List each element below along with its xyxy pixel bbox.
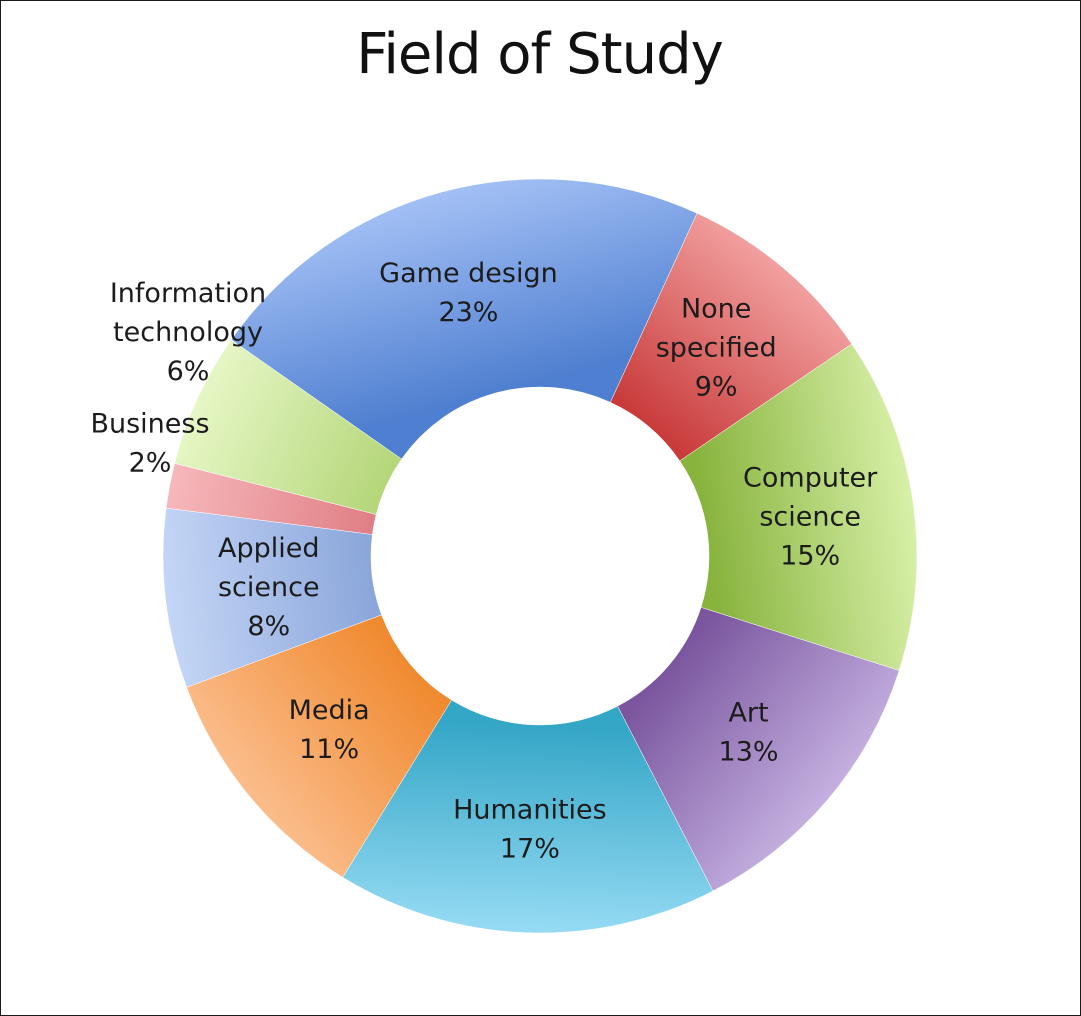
slice-value-label: 2% xyxy=(129,448,172,479)
labels-group: Game design 23% None specified 9% Computer sci… xyxy=(90,258,878,864)
slice-category-label: Game design xyxy=(379,258,558,289)
slice-category-label: Media xyxy=(289,695,370,726)
slice-label-none-specified: None specified 9% xyxy=(656,293,777,402)
slice-label-humanities: Humanities 17% xyxy=(453,794,607,864)
slice-value-label: 9% xyxy=(695,371,738,402)
slice-label-game-design: Game design 23% xyxy=(379,258,558,328)
slice-label-business: Business 2% xyxy=(90,409,209,479)
slice-label-media: Media 11% xyxy=(289,695,370,765)
slice-media xyxy=(186,614,452,878)
slice-label-art: Art 13% xyxy=(719,698,779,768)
slice-category-label: Business xyxy=(90,409,209,440)
slice-category-label: Humanities xyxy=(453,794,607,825)
chart-title: Field of Study xyxy=(356,22,724,87)
slice-value-label: 13% xyxy=(719,737,779,768)
slice-information-technology xyxy=(174,339,402,515)
slice-value-label: 11% xyxy=(299,734,359,765)
slice-art xyxy=(617,607,900,892)
slice-value-label: 8% xyxy=(247,611,290,642)
slice-value-label: 23% xyxy=(438,297,498,328)
slice-category-label: specified xyxy=(656,332,777,363)
slice-value-label: 6% xyxy=(167,356,210,387)
slice-game-design xyxy=(230,178,698,460)
slice-value-label: 15% xyxy=(780,541,840,572)
slice-category-label: None xyxy=(681,293,751,324)
slice-label-computer-science: Computer science 15% xyxy=(743,463,878,572)
slice-value-label: 17% xyxy=(500,833,560,864)
slice-category-label: Applied xyxy=(218,533,320,564)
slice-category-label: Art xyxy=(728,698,768,729)
slice-category-label: science xyxy=(218,572,320,603)
slice-computer-science xyxy=(679,343,918,671)
slice-label-applied-science: Applied science 8% xyxy=(218,533,320,642)
slice-category-label: Information xyxy=(110,278,266,309)
slice-label-information-technology: Information technology 6% xyxy=(110,278,266,387)
slices-group xyxy=(162,178,918,934)
slice-category-label: science xyxy=(759,502,861,533)
slice-category-label: technology xyxy=(113,317,263,348)
slice-category-label: Computer xyxy=(743,463,878,494)
slice-humanities xyxy=(342,699,714,934)
